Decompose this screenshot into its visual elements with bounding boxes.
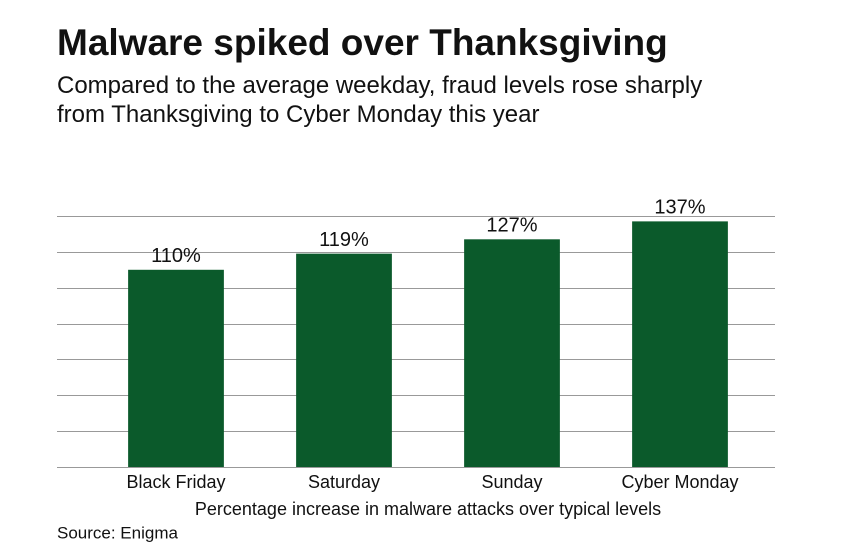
x-tick-label: Saturday	[308, 472, 380, 492]
value-label: 137%	[654, 197, 705, 219]
bar	[128, 269, 224, 467]
value-label: 110%	[151, 245, 201, 267]
x-axis-label: Percentage increase in malware attacks o…	[195, 499, 661, 519]
chart-title: Malware spiked over Thanksgiving	[57, 22, 668, 63]
value-label: 119%	[319, 229, 369, 251]
x-tick-label: Cyber Monday	[621, 472, 738, 492]
x-tick-label: Black Friday	[126, 472, 225, 492]
bar	[464, 239, 560, 467]
x-tick-label: Sunday	[481, 472, 542, 492]
bar	[632, 221, 728, 467]
chart-subtitle: Compared to the average weekday, fraud l…	[57, 72, 703, 128]
bar	[296, 253, 392, 467]
source: Source: Enigma	[57, 523, 178, 542]
value-label: 127%	[486, 215, 537, 237]
